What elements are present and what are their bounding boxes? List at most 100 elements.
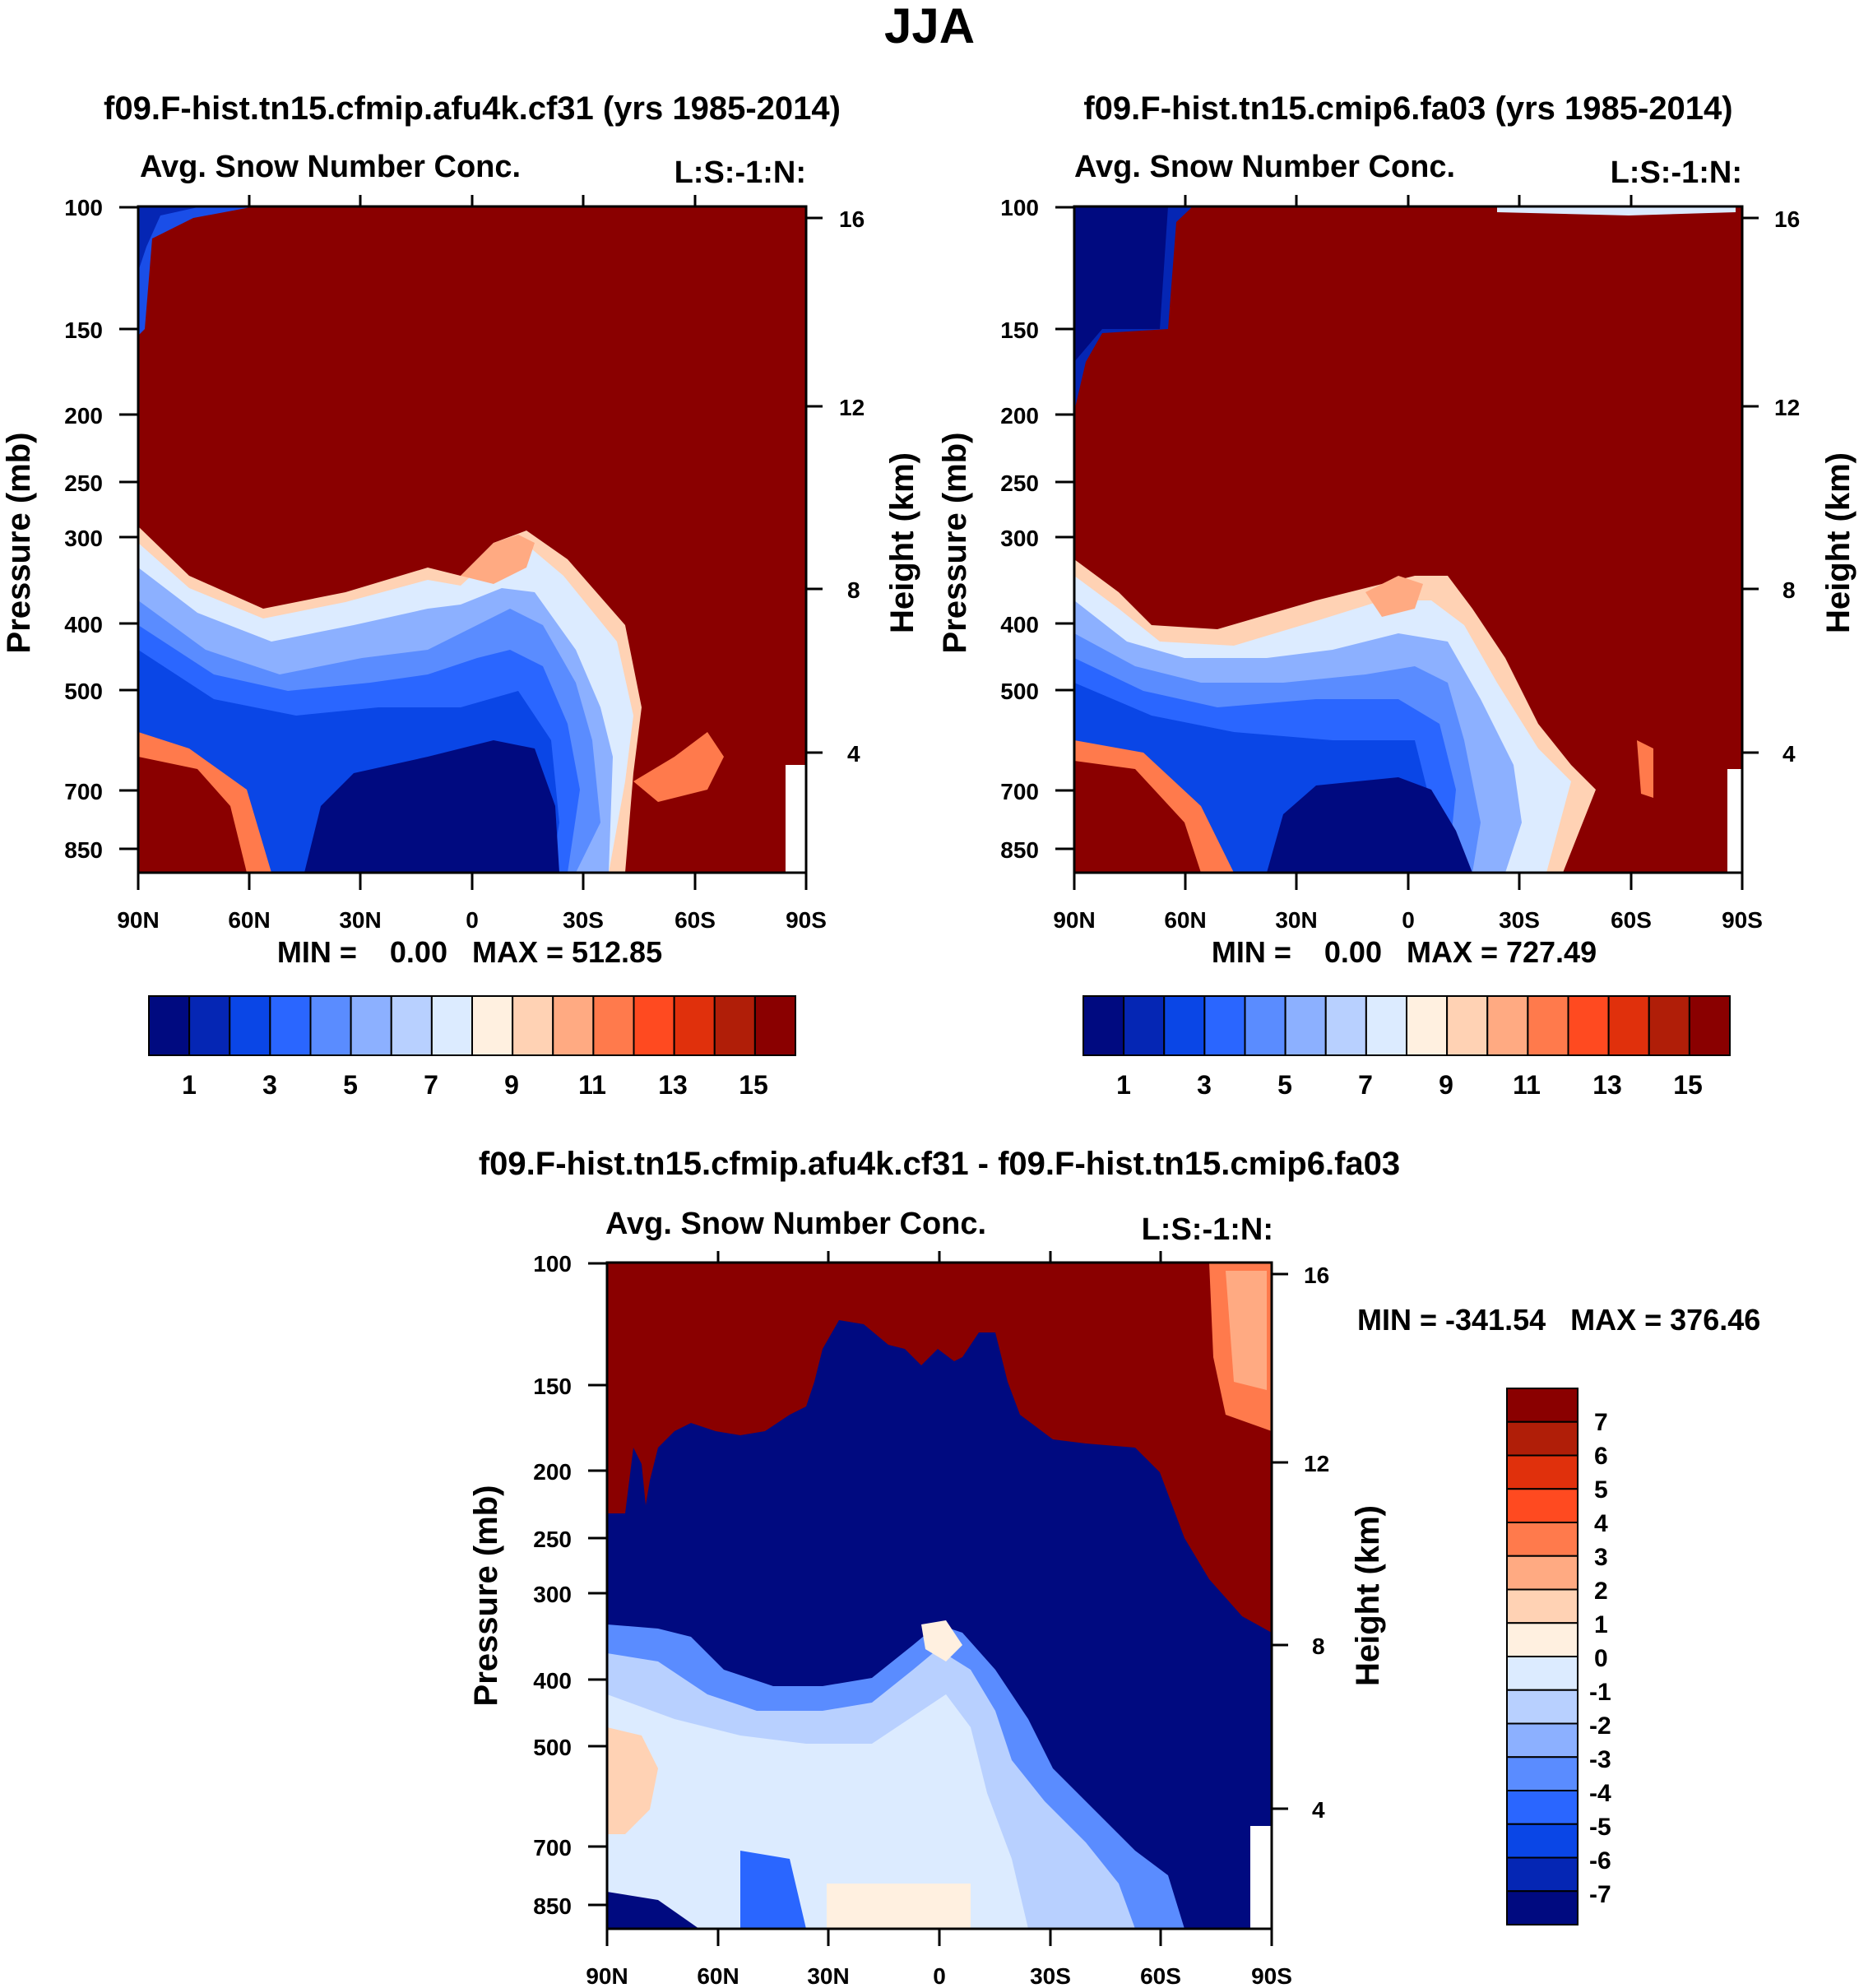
panel-a-ytick-500: 500 — [64, 679, 103, 704]
panel-b-y-ticks: 100 150 200 250 300 400 500 700 850 — [1000, 195, 1039, 863]
panel-a-colorbar-swatch — [592, 995, 635, 1056]
panel-c-cbar-label-m4: -4 — [1589, 1780, 1611, 1807]
panel-c-xtick-60n: 60N — [697, 1963, 739, 1988]
panel-b-xtick-60n: 60N — [1164, 907, 1206, 933]
panel-c-colorbar-swatch — [1506, 1756, 1579, 1791]
panel-b-ytick-100: 100 — [1000, 195, 1039, 220]
panel-b-ytick-150: 150 — [1000, 317, 1039, 343]
panel-a-colorbar-swatch — [430, 995, 473, 1056]
panel-a-run-title: f09.F-hist.tn15.cfmip.afu4k.cf31 (yrs 19… — [104, 90, 841, 127]
panel-a-cbar-label-5: 5 — [343, 1070, 358, 1100]
panel-a-cbar-label-11: 11 — [578, 1070, 606, 1100]
panel-c-y-ticks: 100 150 200 250 300 400 500 700 850 — [533, 1251, 572, 1919]
panel-c-colorbar — [1506, 1388, 1579, 1925]
panel-c-ytick-850: 850 — [533, 1893, 572, 1919]
panel-b-colorbar-swatch — [1406, 995, 1449, 1056]
panel-c-colorbar-swatch — [1506, 1856, 1579, 1893]
panel-b: f09.F-hist.tn15.cmip6.fa03 (yrs 1985-201… — [937, 90, 1857, 1100]
panel-a-rtick-4: 4 — [847, 741, 860, 767]
panel-a-colorbar-swatch — [229, 995, 271, 1056]
panel-b-cbar-label-7: 7 — [1358, 1070, 1373, 1100]
panel-a-contour-field — [138, 206, 806, 873]
panel-a-x-tickmarks — [137, 195, 808, 890]
panel-b-xtick-90n: 90N — [1053, 907, 1095, 933]
panel-a-cbar-label-7: 7 — [424, 1070, 438, 1100]
panel-c-ytick-100: 100 — [533, 1251, 572, 1277]
panel-a-plot-title: Avg. Snow Number Conc. — [140, 150, 521, 184]
panel-b-colorbar-swatch — [1163, 995, 1206, 1056]
panel-b-cbar-label-3: 3 — [1197, 1070, 1212, 1100]
panel-c-ytick-500: 500 — [533, 1735, 572, 1760]
panel-b-run-title: f09.F-hist.tn15.cmip6.fa03 (yrs 1985-201… — [1083, 90, 1732, 127]
panel-c-cbar-label-m3: -3 — [1589, 1746, 1611, 1773]
panel-a-xtick-60s: 60S — [675, 907, 716, 933]
panel-a-cbar-label-1: 1 — [182, 1070, 197, 1100]
panel-b-colorbar — [1082, 995, 1731, 1056]
panel-c-colorbar-swatch — [1506, 1555, 1579, 1591]
panel-c-colorbar-swatch — [1506, 1420, 1579, 1457]
panel-b-code-label: L:S:-1:N: — [1611, 155, 1742, 190]
panel-c-colorbar-labels: 7 6 5 4 3 2 1 0 -1 -2 -3 -4 -5 -6 -7 — [1589, 1409, 1611, 1908]
panel-a-colorbar-swatch — [552, 995, 595, 1056]
panel-a-xtick-0: 0 — [466, 907, 479, 933]
panel-b-xtick-0: 0 — [1402, 907, 1415, 933]
panel-c-cbar-label-m5: -5 — [1589, 1814, 1611, 1841]
panel-c-y-tickmarks — [588, 1262, 1288, 1907]
panel-a-xtick-60n: 60N — [228, 907, 270, 933]
panel-c-y-axis-label: Pressure (mb) — [468, 1485, 504, 1707]
panel-b-xtick-30n: 30N — [1275, 907, 1317, 933]
panel-a-colorbar-swatch — [673, 995, 716, 1056]
panel-b-colorbar-swatch — [1527, 995, 1569, 1056]
panel-b-colorbar-swatch — [1648, 995, 1690, 1056]
panel-c-cbar-label-m1: -1 — [1589, 1679, 1611, 1706]
panel-c-rtick-8: 8 — [1312, 1633, 1325, 1659]
panel-c-cbar-label-1: 1 — [1594, 1611, 1608, 1638]
panel-b-colorbar-swatch — [1284, 995, 1327, 1056]
panel-b-rtick-8: 8 — [1783, 577, 1796, 603]
panel-c-colorbar-swatch — [1506, 1656, 1579, 1691]
panel-b-colorbar-swatch — [1244, 995, 1286, 1056]
panel-b-colorbar-swatch — [1365, 995, 1407, 1056]
panel-a-ytick-200: 200 — [64, 403, 103, 429]
panel-c-colorbar-swatch — [1506, 1388, 1579, 1423]
panel-b-colorbar-swatch — [1688, 995, 1731, 1056]
panel-b-ytick-500: 500 — [1000, 679, 1039, 704]
panel-c-ytick-150: 150 — [533, 1374, 572, 1399]
panel-c-ytick-700: 700 — [533, 1835, 572, 1861]
panel-a-colorbar-swatch — [471, 995, 514, 1056]
panel-a-colorbar-swatch — [753, 995, 796, 1056]
panel-c-xtick-30s: 30S — [1030, 1963, 1071, 1988]
panel-a-colorbar-swatch — [148, 995, 191, 1056]
panel-b-cbar-label-5: 5 — [1277, 1070, 1292, 1100]
panel-c-colorbar-swatch — [1506, 1488, 1579, 1523]
panel-c-cbar-label-0: 0 — [1594, 1645, 1608, 1672]
panel-b-colorbar-swatch — [1607, 995, 1650, 1056]
panel-c-cbar-label-3: 3 — [1594, 1544, 1608, 1571]
panel-b-right-axis-label: Height (km) — [1820, 452, 1857, 633]
panel-c-colorbar-swatch — [1506, 1622, 1579, 1657]
panel-a-colorbar-swatch — [713, 995, 756, 1056]
panel-c-cbar-label-2: 2 — [1594, 1578, 1608, 1605]
panel-c-rtick-12: 12 — [1304, 1451, 1329, 1476]
figure-title: JJA — [884, 0, 975, 53]
panel-a-ytick-300: 300 — [64, 526, 103, 551]
panel-c-xtick-90n: 90N — [586, 1963, 628, 1988]
panel-a-colorbar-swatch — [390, 995, 433, 1056]
panel-c-cbar-label-6: 6 — [1594, 1443, 1608, 1470]
panel-c-contour-field — [607, 1263, 1272, 1929]
panel-a-colorbar-swatch — [512, 995, 554, 1056]
panel-a-x-ticks: 90N 60N 30N 0 30S 60S 90S — [117, 907, 827, 933]
panel-c-min-max: MIN = -341.54 MAX = 376.46 — [1357, 1303, 1760, 1337]
panel-c-xtick-0: 0 — [933, 1963, 946, 1988]
panel-c-colorbar-swatch — [1506, 1790, 1579, 1825]
panel-a-ytick-850: 850 — [64, 837, 103, 863]
panel-b-xtick-30s: 30S — [1499, 907, 1540, 933]
panel-b-colorbar-swatch — [1203, 995, 1246, 1056]
panel-a-y-axis-label: Pressure (mb) — [1, 433, 37, 654]
panel-c-ytick-300: 300 — [533, 1582, 572, 1607]
panel-a-xtick-90n: 90N — [117, 907, 159, 933]
panel-c: f09.F-hist.tn15.cfmip.afu4k.cf31 - f09.F… — [468, 1146, 1760, 1988]
panel-a-colorbar — [148, 995, 796, 1056]
panel-a-xtick-30n: 30N — [339, 907, 381, 933]
